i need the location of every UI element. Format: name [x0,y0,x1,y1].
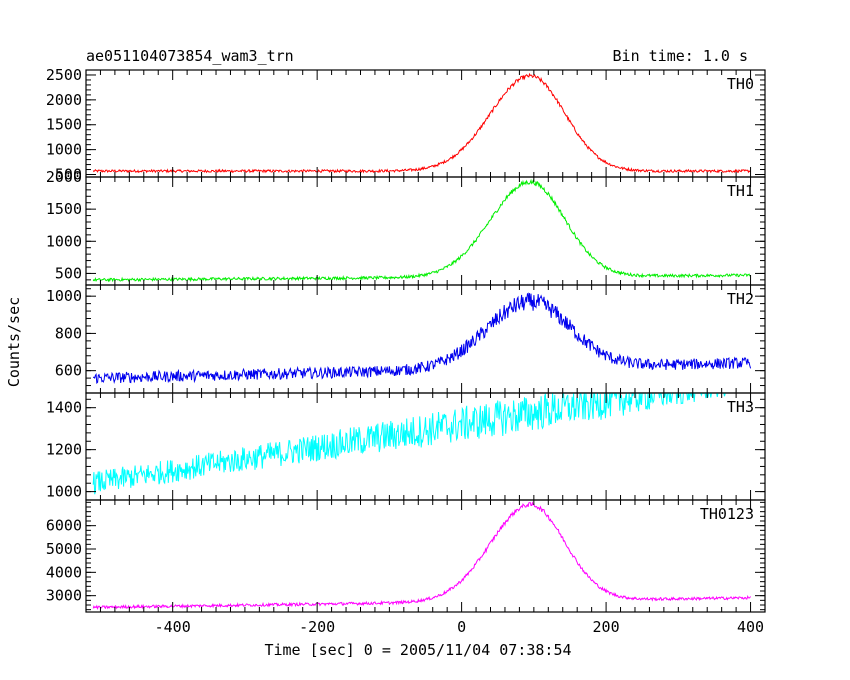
y-tick-label: 1200 [46,441,82,459]
panel-frame [85,499,766,613]
panel-frame [85,176,766,286]
panel-th0123: 3000 4000 5000 6000 TH0123 [46,499,766,613]
series-line-th3 [92,392,751,495]
panel-label: TH2 [727,290,754,308]
series-line-th0 [92,72,751,174]
y-tick-label: 500 [55,166,82,184]
panel-label: TH3 [727,398,754,416]
y-tick-label: 2500 [46,66,82,84]
y-tick-label: 4000 [46,563,82,581]
x-tick-label: 200 [593,618,620,636]
series-line-th2 [92,292,752,385]
y-tick-label: 1500 [46,200,82,218]
y-tick-label: 1000 [46,287,82,305]
y-tick-label: 5000 [46,540,82,558]
y-tick-label: 600 [55,362,82,380]
y-tick-label: 800 [55,324,82,342]
y-tick-label: 2000 [46,168,82,186]
panel-frame [85,392,766,501]
y-tick-label: 1000 [46,232,82,250]
x-tick-label: -400 [155,618,191,636]
y-tick-label: 6000 [46,517,82,535]
y-axis-label: Counts/sec [5,297,23,387]
series-line-th1 [92,178,751,283]
y-tick-label: 2000 [46,91,82,109]
y-tick-label: 1400 [46,399,82,417]
x-tick-label: 400 [737,618,764,636]
bin-time-label: Bin time: 1.0 s [613,47,748,65]
panel-th2: 600 800 1000 TH2 [46,284,766,394]
y-tick-label: 3000 [46,587,82,605]
panel-th1: 500 1000 1500 2000 TH1 [46,168,766,286]
series-line-th0123 [92,501,751,610]
panel-label: TH0 [727,75,754,93]
y-tick-label: 1000 [46,141,82,159]
panel-th0: 500 1000 1500 2000 2500 TH0 [46,66,766,184]
y-tick-label: 500 [55,264,82,282]
x-tick-label: 0 [457,618,466,636]
chart-title: ae051104073854_wam3_trn [86,47,294,65]
x-axis-label: Time [sec] 0 = 2005/11/04 07:38:54 [264,641,571,659]
panel-frame [85,69,766,178]
panel-label: TH1 [727,182,754,200]
panel-th3: 1000 1200 1400 TH3 [46,392,766,501]
x-tick-label: -200 [299,618,335,636]
y-tick-label: 1000 [46,483,82,501]
panel-label: TH0123 [700,505,754,523]
y-tick-label: 1500 [46,116,82,134]
